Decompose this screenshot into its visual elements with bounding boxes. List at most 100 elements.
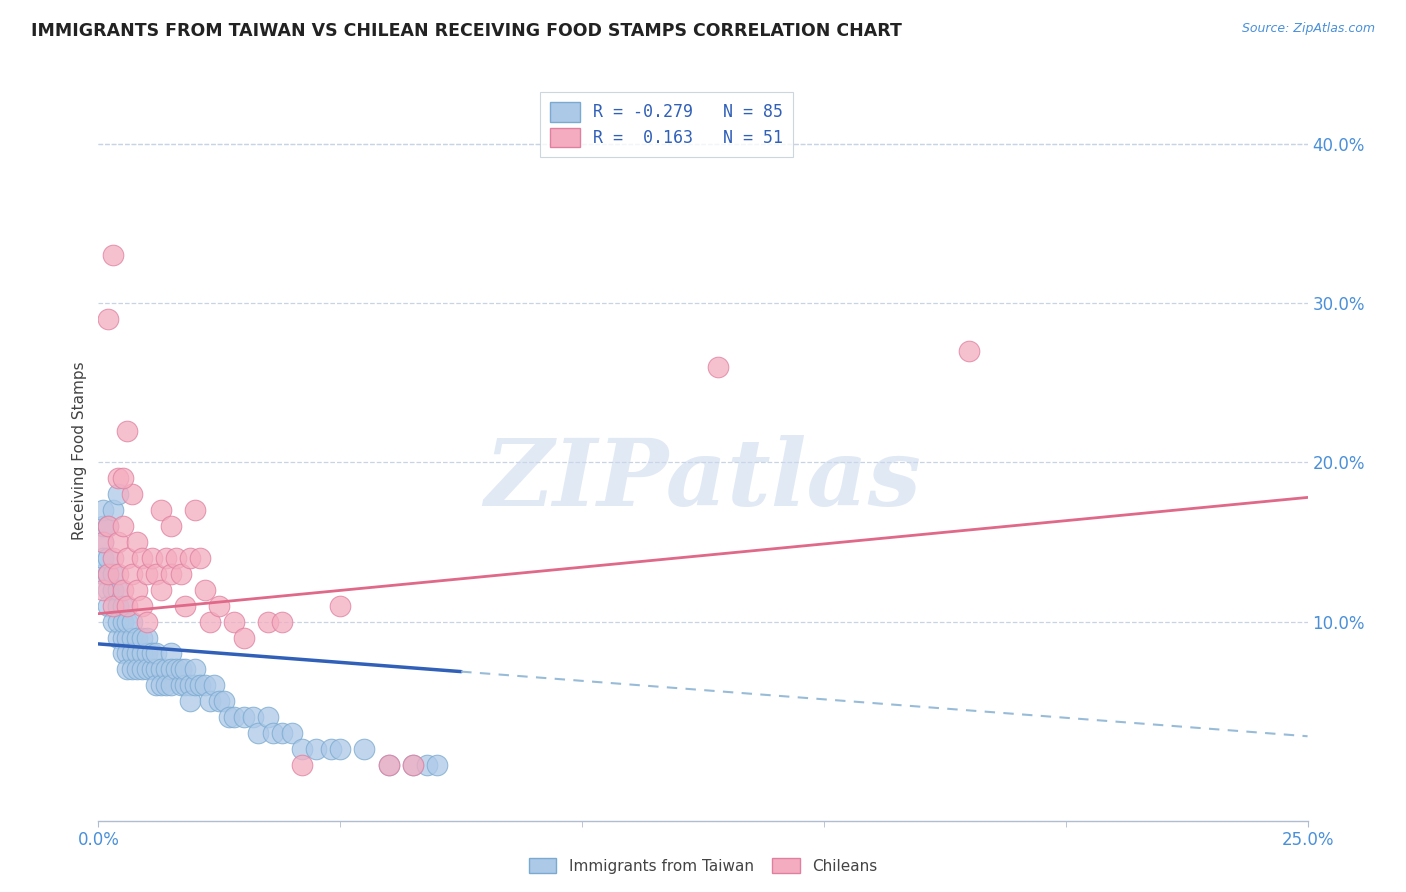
Point <box>107 487 129 501</box>
Point <box>232 710 254 724</box>
Point <box>160 662 183 676</box>
Point <box>290 742 312 756</box>
Point <box>174 662 197 676</box>
Point <box>91 582 114 597</box>
Point <box>111 615 134 629</box>
Point <box>111 631 134 645</box>
Point <box>97 519 120 533</box>
Point <box>169 566 191 581</box>
Point <box>402 758 425 772</box>
Point <box>111 599 134 613</box>
Point <box>145 662 167 676</box>
Point <box>141 550 163 565</box>
Point <box>107 582 129 597</box>
Point <box>127 662 149 676</box>
Point <box>377 758 399 772</box>
Point <box>184 678 207 692</box>
Point <box>160 678 183 692</box>
Point <box>416 758 439 772</box>
Point <box>121 566 143 581</box>
Point <box>160 566 183 581</box>
Point <box>117 424 139 438</box>
Point <box>127 647 149 661</box>
Point <box>150 678 173 692</box>
Point <box>169 662 191 676</box>
Point <box>131 631 153 645</box>
Point <box>179 550 201 565</box>
Point <box>141 662 163 676</box>
Point <box>135 631 157 645</box>
Point <box>111 519 134 533</box>
Point <box>101 503 124 517</box>
Point <box>194 582 217 597</box>
Point <box>135 662 157 676</box>
Point <box>402 758 425 772</box>
Point <box>135 566 157 581</box>
Point <box>107 631 129 645</box>
Point <box>117 599 139 613</box>
Point <box>208 694 231 708</box>
Point <box>247 726 270 740</box>
Point <box>131 662 153 676</box>
Point <box>91 535 114 549</box>
Point <box>145 566 167 581</box>
Point <box>150 662 173 676</box>
Point <box>179 694 201 708</box>
Point <box>169 678 191 692</box>
Point <box>121 662 143 676</box>
Point <box>97 582 120 597</box>
Point <box>101 550 124 565</box>
Point <box>160 647 183 661</box>
Point <box>91 566 114 581</box>
Point <box>101 248 124 262</box>
Point <box>121 631 143 645</box>
Point <box>957 343 980 358</box>
Point <box>150 503 173 517</box>
Point <box>271 615 294 629</box>
Point <box>97 550 120 565</box>
Point <box>194 678 217 692</box>
Point <box>111 471 134 485</box>
Point <box>135 647 157 661</box>
Point <box>319 742 342 756</box>
Point <box>204 678 226 692</box>
Point <box>101 582 124 597</box>
Point <box>111 582 134 597</box>
Text: Source: ZipAtlas.com: Source: ZipAtlas.com <box>1241 22 1375 36</box>
Point <box>150 582 173 597</box>
Point <box>91 535 114 549</box>
Point <box>131 599 153 613</box>
Point <box>706 359 728 374</box>
Point <box>329 742 352 756</box>
Point <box>107 599 129 613</box>
Point <box>111 647 134 661</box>
Text: ZIPatlas: ZIPatlas <box>485 435 921 525</box>
Point <box>155 550 177 565</box>
Point <box>101 615 124 629</box>
Point <box>155 662 177 676</box>
Point <box>271 726 294 740</box>
Point <box>127 631 149 645</box>
Point <box>256 710 278 724</box>
Point <box>426 758 449 772</box>
Point <box>97 566 120 581</box>
Text: IMMIGRANTS FROM TAIWAN VS CHILEAN RECEIVING FOOD STAMPS CORRELATION CHART: IMMIGRANTS FROM TAIWAN VS CHILEAN RECEIV… <box>31 22 901 40</box>
Point <box>107 535 129 549</box>
Point <box>184 503 207 517</box>
Point <box>121 615 143 629</box>
Point <box>222 615 245 629</box>
Point <box>145 647 167 661</box>
Point <box>165 550 187 565</box>
Point <box>305 742 328 756</box>
Point <box>121 647 143 661</box>
Point <box>107 471 129 485</box>
Point <box>91 503 114 517</box>
Point <box>242 710 264 724</box>
Point <box>184 662 207 676</box>
Point <box>208 599 231 613</box>
Point <box>117 550 139 565</box>
Point <box>101 599 124 613</box>
Point <box>377 758 399 772</box>
Point <box>117 662 139 676</box>
Point <box>127 535 149 549</box>
